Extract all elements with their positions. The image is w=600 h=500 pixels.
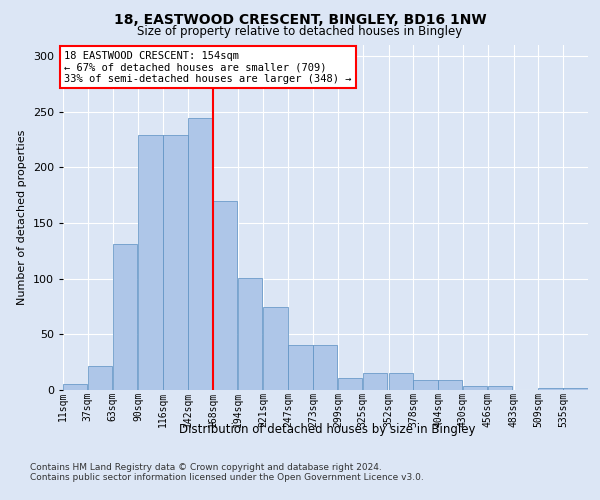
Bar <box>538 388 563 390</box>
Bar <box>263 306 288 390</box>
Y-axis label: Number of detached properties: Number of detached properties <box>17 130 27 305</box>
Bar <box>389 374 413 390</box>
Text: Contains HM Land Registry data © Crown copyright and database right 2024.
Contai: Contains HM Land Registry data © Crown c… <box>30 462 424 482</box>
Bar <box>113 244 137 390</box>
Text: Distribution of detached houses by size in Bingley: Distribution of detached houses by size … <box>179 422 475 436</box>
Bar <box>313 346 337 390</box>
Bar <box>438 380 463 390</box>
Bar <box>163 135 188 390</box>
Bar <box>238 278 262 390</box>
Bar <box>563 388 587 390</box>
Bar <box>363 374 387 390</box>
Text: 18 EASTWOOD CRESCENT: 154sqm
← 67% of detached houses are smaller (709)
33% of s: 18 EASTWOOD CRESCENT: 154sqm ← 67% of de… <box>64 50 352 84</box>
Bar <box>338 378 362 390</box>
Bar <box>463 386 487 390</box>
Bar <box>288 346 313 390</box>
Bar <box>188 118 212 390</box>
Bar <box>63 384 88 390</box>
Bar <box>213 201 237 390</box>
Bar <box>488 386 512 390</box>
Text: 18, EASTWOOD CRESCENT, BINGLEY, BD16 1NW: 18, EASTWOOD CRESCENT, BINGLEY, BD16 1NW <box>113 12 487 26</box>
Bar <box>88 366 112 390</box>
Bar <box>413 380 437 390</box>
Bar <box>139 135 163 390</box>
Text: Size of property relative to detached houses in Bingley: Size of property relative to detached ho… <box>137 25 463 38</box>
